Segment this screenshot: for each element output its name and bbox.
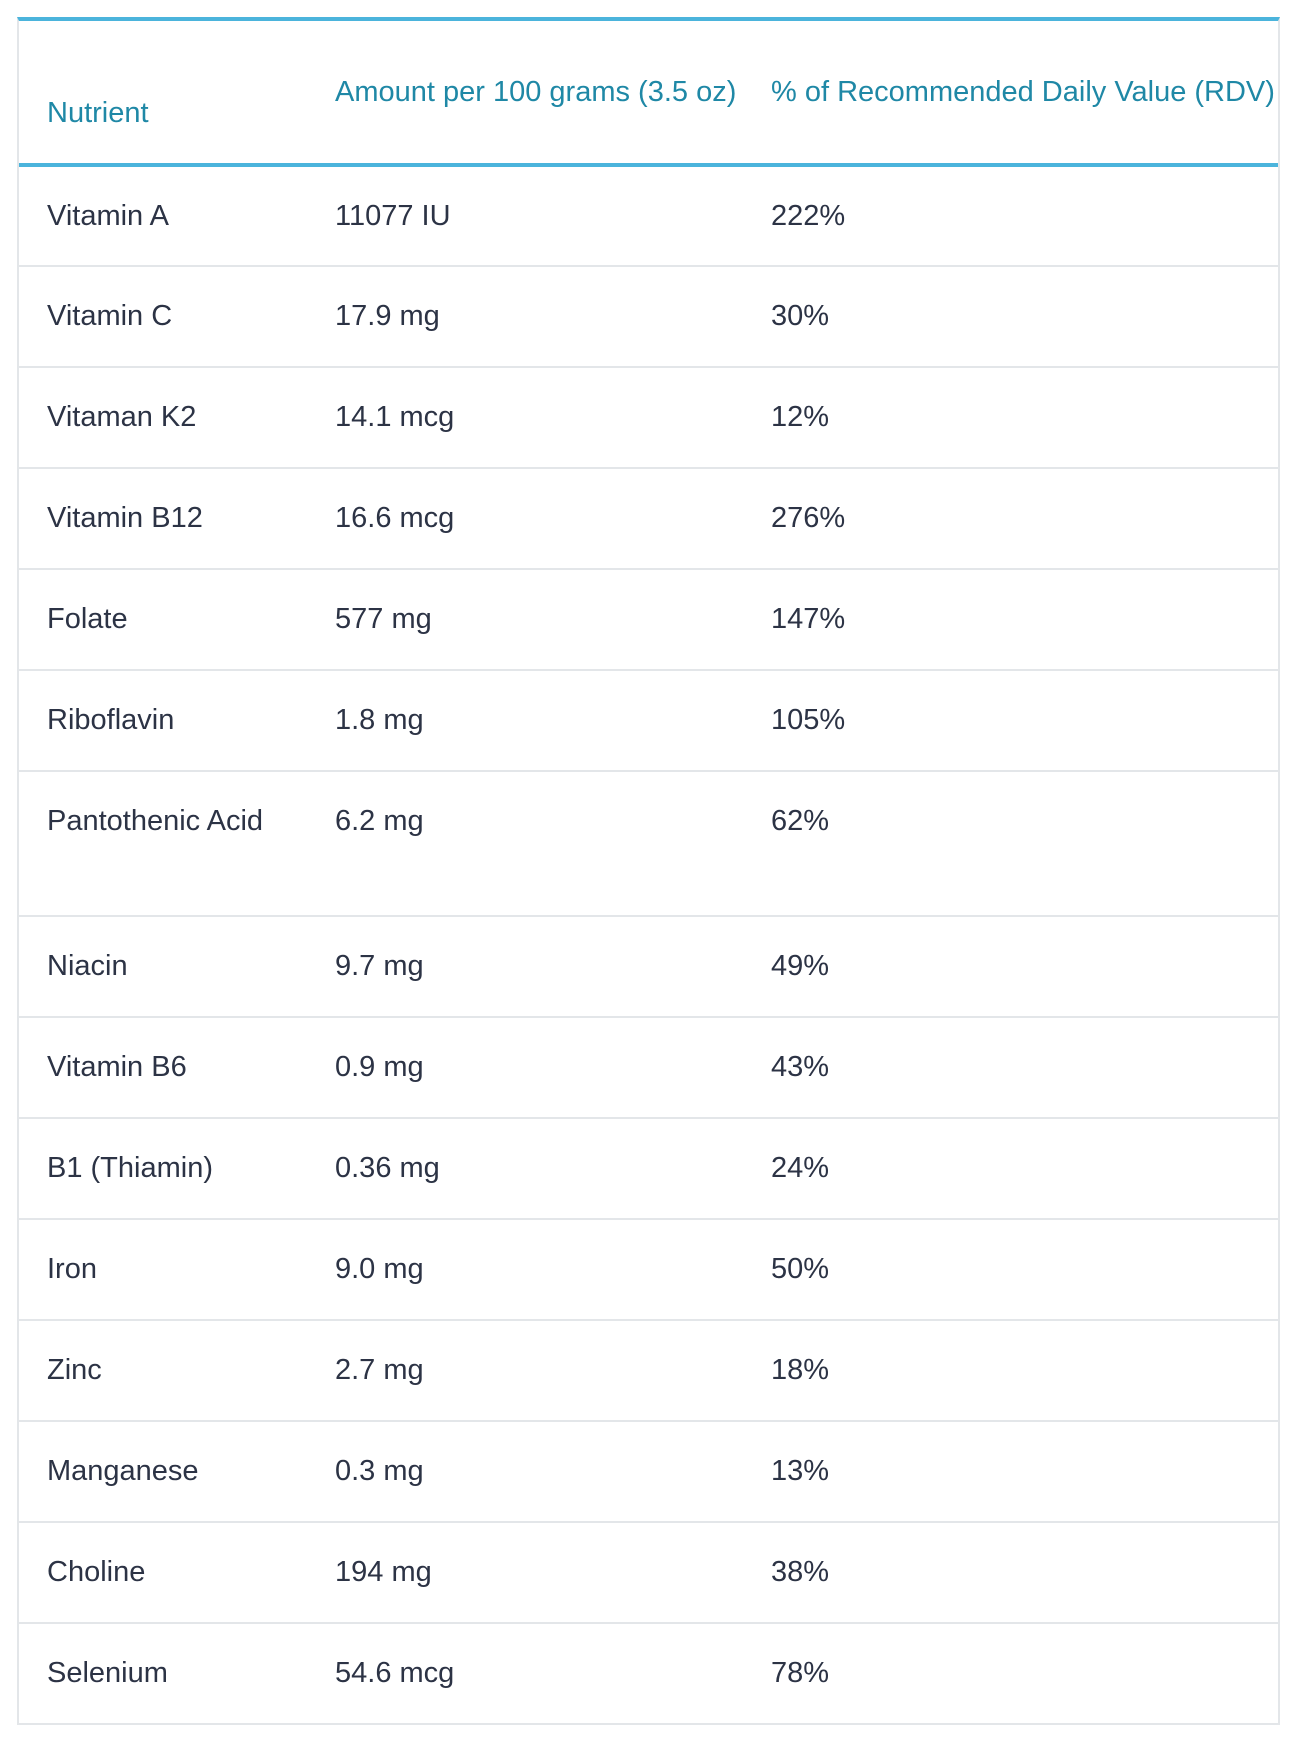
amount-cell: 16.6 mcg (307, 468, 743, 570)
nutrient-cell: Vitamin A (19, 165, 307, 267)
rdv-cell: 12% (743, 367, 1278, 469)
nutrient-cell: Zinc (19, 1320, 307, 1422)
rdv-cell: 50% (743, 1219, 1278, 1321)
header-nutrient: Nutrient (19, 21, 307, 167)
rdv-cell: 105% (743, 670, 1278, 772)
amount-cell: 1.8 mg (307, 670, 743, 772)
rdv-cell: 78% (743, 1623, 1278, 1725)
header-amount: Amount per 100 grams (3.5 oz) (307, 21, 743, 167)
header-rdv: % of Recommended Daily Value (RDV) (743, 21, 1278, 167)
rdv-cell: 147% (743, 569, 1278, 671)
nutrient-cell: Niacin (19, 916, 307, 1018)
table-body: Vitamin A 11077 IU 222% Vitamin C 17.9 mg 30%… (19, 165, 1278, 1725)
amount-cell: 54.6 mcg (307, 1623, 743, 1725)
table-row: Zinc 2.7 mg 18% (19, 1320, 1278, 1422)
amount-cell: 0.3 mg (307, 1421, 743, 1523)
rdv-cell: 62% (743, 771, 1278, 917)
amount-cell: 11077 IU (307, 165, 743, 267)
nutrient-cell: Vitamin B6 (19, 1017, 307, 1119)
rdv-cell: 49% (743, 916, 1278, 1018)
nutrient-cell: Iron (19, 1219, 307, 1321)
table-row: Iron 9.0 mg 50% (19, 1219, 1278, 1321)
table-row: Vitamin A 11077 IU 222% (19, 165, 1278, 267)
amount-cell: 0.9 mg (307, 1017, 743, 1119)
header-rdv-label: % of Recommended Daily Value (RDV) (771, 76, 1275, 108)
header-amount-label: Amount per 100 grams (3.5 oz) (335, 76, 737, 108)
nutrient-cell: Pantothenic Acid (19, 771, 307, 917)
nutrient-cell: Vitamin B12 (19, 468, 307, 570)
rdv-cell: 13% (743, 1421, 1278, 1523)
amount-cell: 14.1 mcg (307, 367, 743, 469)
amount-cell: 194 mg (307, 1522, 743, 1624)
amount-cell: 9.0 mg (307, 1219, 743, 1321)
table-row: Vitamin C 17.9 mg 30% (19, 266, 1278, 368)
amount-cell: 6.2 mg (307, 771, 743, 917)
rdv-cell: 24% (743, 1118, 1278, 1220)
amount-cell: 0.36 mg (307, 1118, 743, 1220)
table-row: Pantothenic Acid 6.2 mg 62% (19, 771, 1278, 917)
nutrient-cell: Manganese (19, 1421, 307, 1523)
nutrient-cell: Folate (19, 569, 307, 671)
table-header: Nutrient Amount per 100 grams (3.5 oz) %… (19, 21, 1278, 167)
table-row: Vitamin B6 0.9 mg 43% (19, 1017, 1278, 1119)
nutrition-table: Nutrient Amount per 100 grams (3.5 oz) %… (19, 21, 1278, 1725)
rdv-cell: 43% (743, 1017, 1278, 1119)
table-row: Vitaman K2 14.1 mcg 12% (19, 367, 1278, 469)
table-row: Riboflavin 1.8 mg 105% (19, 670, 1278, 772)
amount-cell: 17.9 mg (307, 266, 743, 368)
rdv-cell: 18% (743, 1320, 1278, 1422)
header-nutrient-label: Nutrient (47, 97, 149, 129)
nutrient-cell: Selenium (19, 1623, 307, 1725)
nutrition-table-container: Nutrient Amount per 100 grams (3.5 oz) %… (17, 17, 1280, 1725)
rdv-cell: 276% (743, 468, 1278, 570)
amount-cell: 9.7 mg (307, 916, 743, 1018)
table-row: Choline 194 mg 38% (19, 1522, 1278, 1624)
nutrient-cell: Vitamin C (19, 266, 307, 368)
nutrient-cell: B1 (Thiamin) (19, 1118, 307, 1220)
rdv-cell: 30% (743, 266, 1278, 368)
table-row: Vitamin B12 16.6 mcg 276% (19, 468, 1278, 570)
table-row: Selenium 54.6 mcg 78% (19, 1623, 1278, 1725)
nutrient-cell: Riboflavin (19, 670, 307, 772)
table-row: Niacin 9.7 mg 49% (19, 916, 1278, 1018)
nutrient-cell: Choline (19, 1522, 307, 1624)
rdv-cell: 222% (743, 165, 1278, 267)
header-row: Nutrient Amount per 100 grams (3.5 oz) %… (19, 21, 1278, 167)
amount-cell: 2.7 mg (307, 1320, 743, 1422)
table-row: Folate 577 mg 147% (19, 569, 1278, 671)
nutrient-cell: Vitaman K2 (19, 367, 307, 469)
amount-cell: 577 mg (307, 569, 743, 671)
rdv-cell: 38% (743, 1522, 1278, 1624)
table-row: Manganese 0.3 mg 13% (19, 1421, 1278, 1523)
table-row: B1 (Thiamin) 0.36 mg 24% (19, 1118, 1278, 1220)
